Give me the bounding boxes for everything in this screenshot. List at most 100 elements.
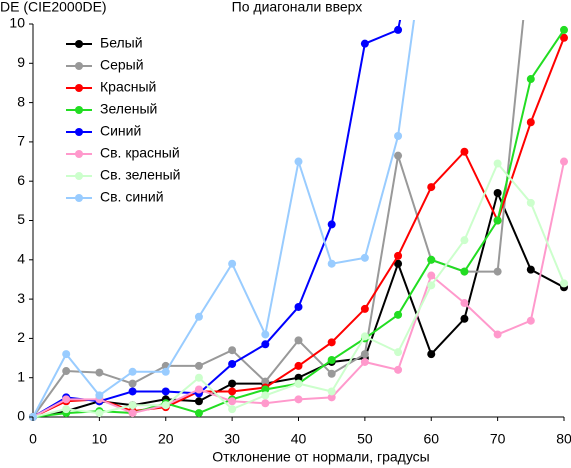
point [460, 267, 469, 276]
point [95, 368, 104, 377]
x-tick-label: 80 [556, 431, 571, 447]
legend-marker [75, 40, 83, 48]
series-line [32, 20, 402, 418]
point [261, 330, 270, 339]
point [526, 198, 535, 207]
point [294, 395, 303, 404]
point [228, 405, 237, 414]
point [427, 183, 436, 192]
y-tick-label: 10 [9, 15, 25, 31]
y-tick-label: 9 [17, 54, 25, 70]
point [228, 259, 237, 268]
y-axis-label: DE (CIE2000DE) [0, 0, 107, 15]
point [394, 151, 403, 160]
point [62, 367, 71, 376]
point [460, 314, 469, 323]
y-tick-label: 2 [17, 329, 25, 345]
point [62, 395, 71, 404]
point [360, 253, 369, 262]
plot-area [29, 20, 568, 421]
point [327, 393, 336, 402]
legend-marker [75, 128, 83, 136]
y-tick-label: 7 [17, 133, 25, 149]
x-tick-label: 70 [490, 431, 506, 447]
point [327, 338, 336, 347]
point [526, 118, 535, 127]
point [194, 373, 203, 382]
x-tick-label: 20 [158, 431, 174, 447]
y-tick-label: 6 [17, 172, 25, 188]
point [394, 310, 403, 319]
point [327, 369, 336, 378]
point [427, 271, 436, 280]
point [228, 397, 237, 406]
point [493, 159, 502, 168]
series-line [32, 20, 416, 418]
x-tick-label: 30 [224, 431, 240, 447]
point [327, 387, 336, 396]
legend-label: Синий [100, 123, 141, 139]
point [394, 259, 403, 268]
y-tick-label: 4 [17, 251, 25, 267]
point [194, 312, 203, 321]
point [294, 379, 303, 388]
point [194, 361, 203, 370]
point [194, 409, 203, 418]
y-tick-label: 3 [17, 290, 25, 306]
point [427, 255, 436, 264]
point [294, 302, 303, 311]
point [360, 304, 369, 313]
point [560, 279, 568, 288]
x-tick-label: 40 [291, 431, 307, 447]
point [128, 379, 137, 388]
point [360, 357, 369, 366]
legend-label: Св. синий [100, 189, 164, 205]
point [95, 409, 104, 418]
point [394, 251, 403, 260]
point [327, 356, 336, 365]
point [327, 259, 336, 268]
x-axis-label: Отклонение от нормали, градусы [212, 449, 429, 465]
point [261, 377, 270, 386]
point [427, 350, 436, 359]
x-tick-label: 50 [357, 431, 373, 447]
point [460, 236, 469, 245]
x-tick-label: 60 [423, 431, 439, 447]
point [194, 397, 203, 406]
point [95, 391, 104, 400]
point [360, 350, 369, 359]
x-tick-label: 10 [92, 431, 108, 447]
point [261, 391, 270, 400]
y-tick-label: 5 [17, 211, 25, 227]
point [294, 361, 303, 370]
point [560, 157, 568, 166]
point [560, 25, 568, 34]
y-tick-label: 0 [17, 408, 25, 424]
point [526, 265, 535, 274]
point [394, 25, 403, 34]
point [460, 147, 469, 156]
point [294, 373, 303, 382]
legend-marker [75, 172, 83, 180]
point [526, 316, 535, 325]
legend-marker [75, 194, 83, 202]
point [62, 405, 71, 414]
point [161, 387, 170, 396]
point [493, 216, 502, 225]
point [394, 365, 403, 374]
point [228, 346, 237, 355]
point [228, 379, 237, 388]
legend-label: Св. красный [100, 145, 180, 161]
legend-label: Серый [100, 57, 144, 73]
legend-marker [75, 150, 83, 158]
point [161, 401, 170, 410]
legend-marker [75, 84, 83, 92]
point [493, 330, 502, 339]
point [128, 409, 137, 418]
point [360, 332, 369, 341]
point [327, 220, 336, 229]
point [261, 385, 270, 394]
x-tick-label: 0 [29, 431, 37, 447]
chart-title: По диагонали вверх [232, 0, 363, 15]
point [261, 340, 270, 349]
